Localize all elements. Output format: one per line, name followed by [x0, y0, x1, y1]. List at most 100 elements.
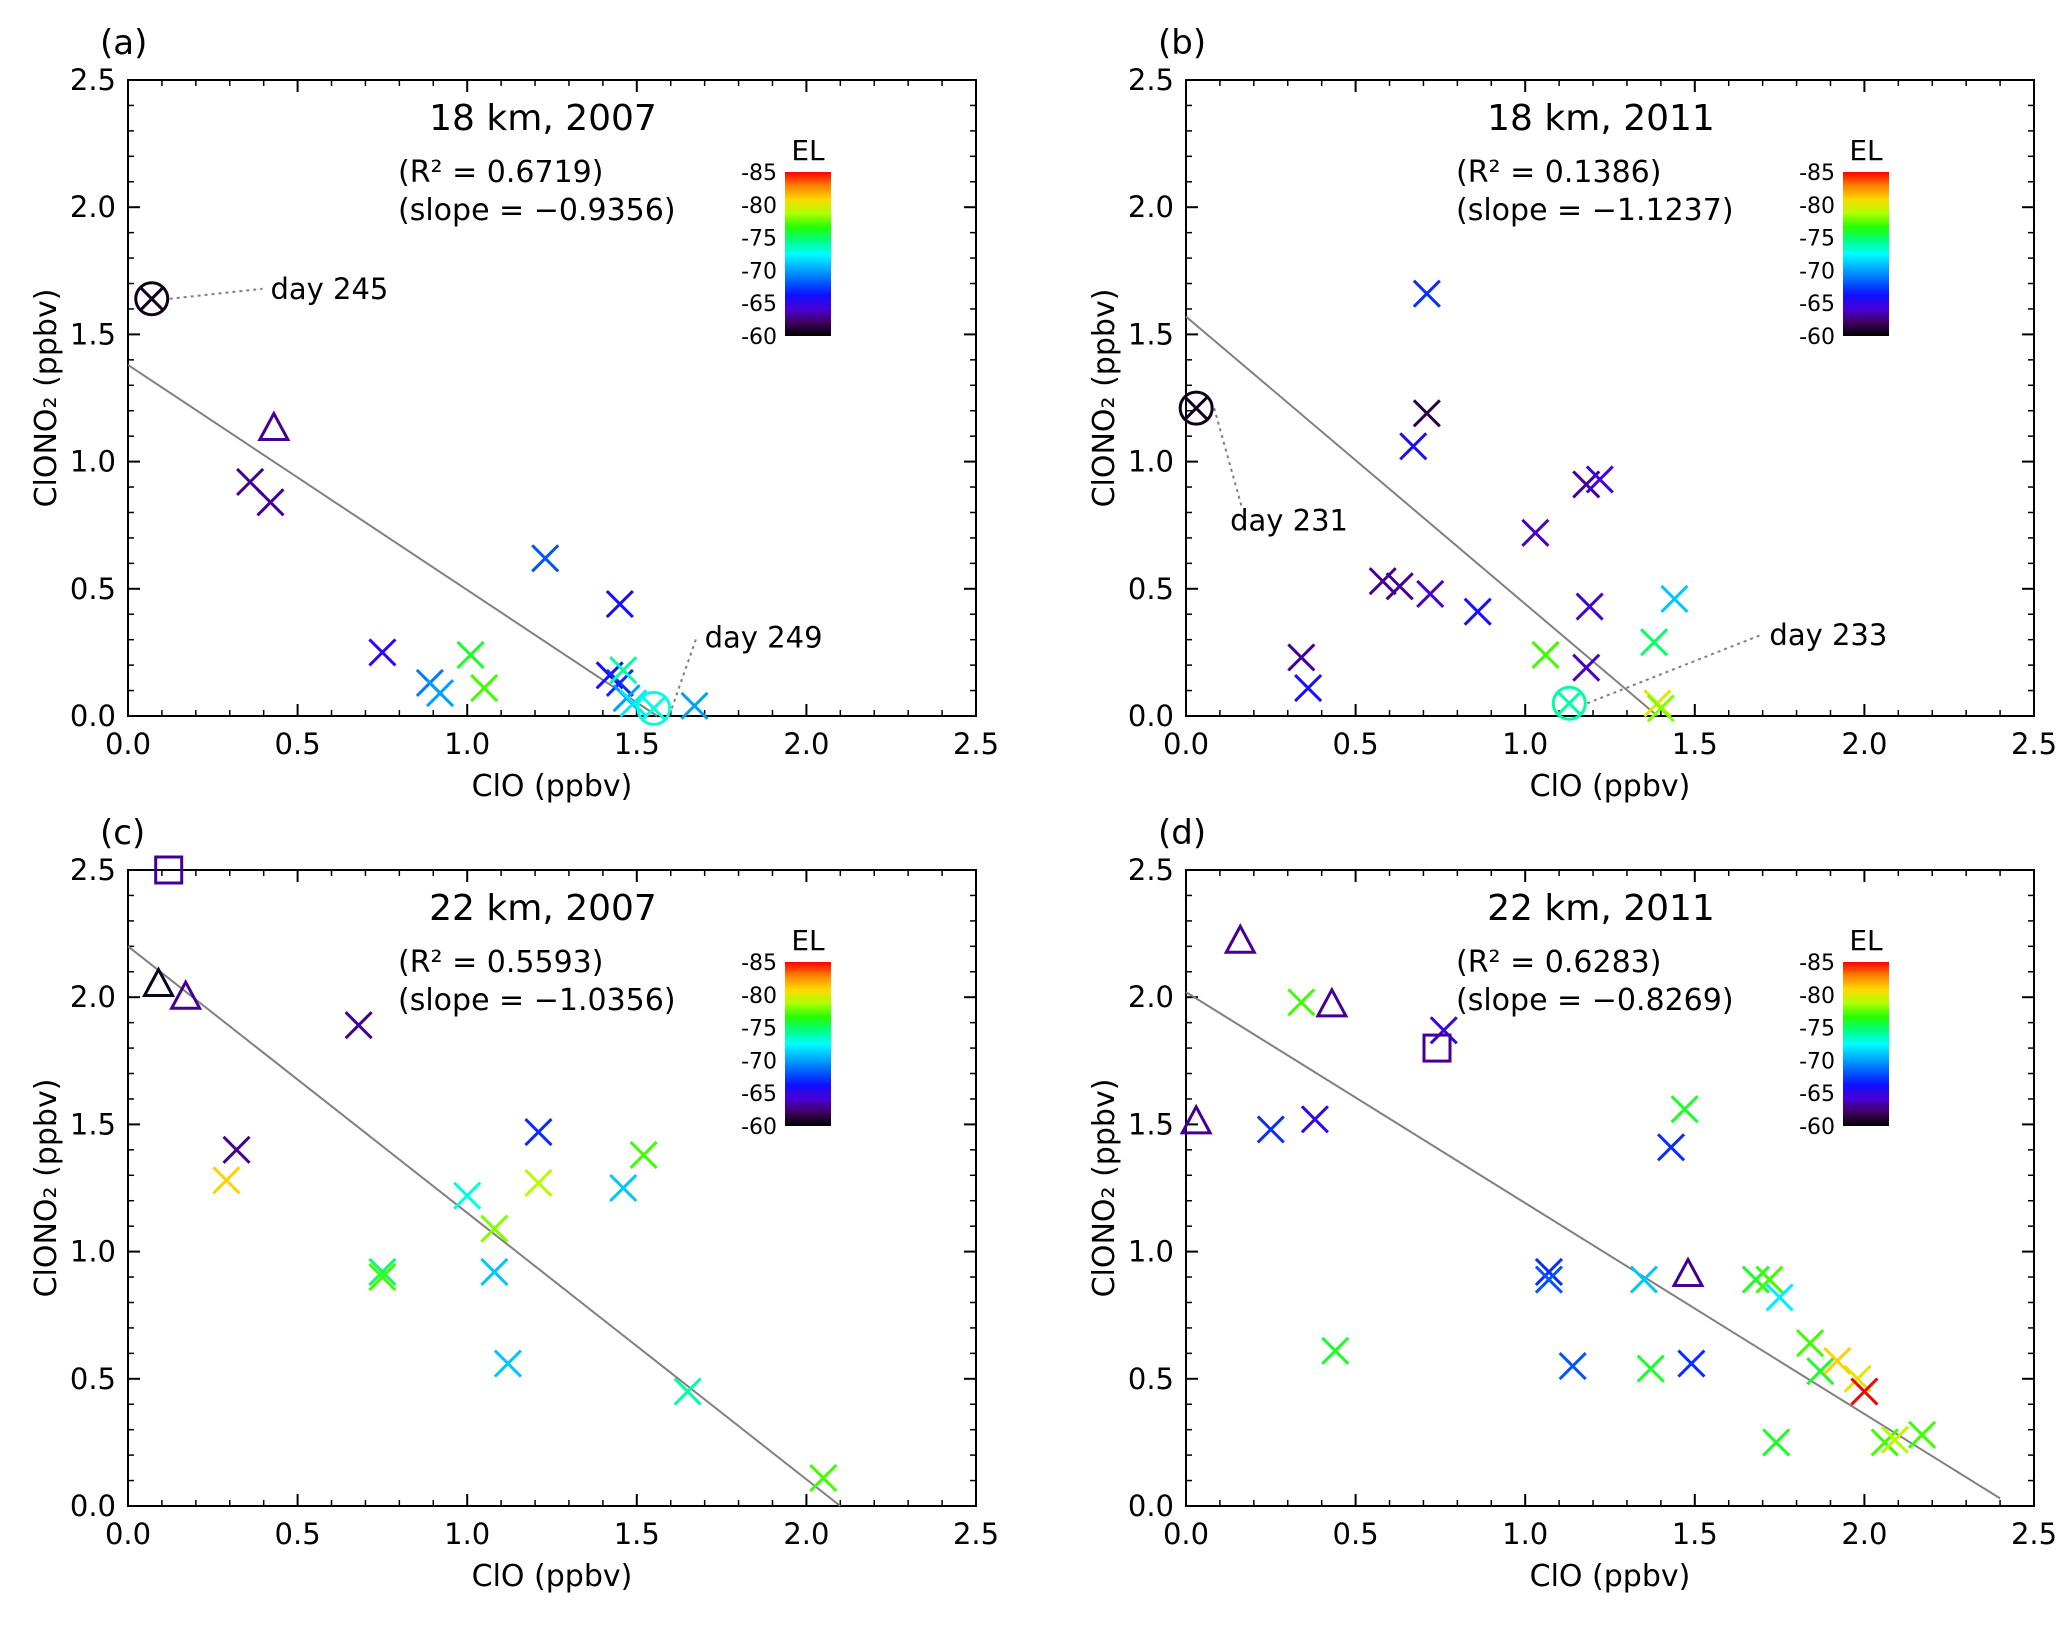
data-point-x: [619, 689, 648, 718]
data-point-stroke: [1287, 643, 1316, 672]
x-tick-label: 2.5: [953, 1517, 999, 1551]
y-tick-label: 0.5: [70, 1362, 116, 1396]
colorbar-title: EL: [1849, 924, 1883, 957]
r-squared-label: (R² = 0.5593): [398, 945, 603, 980]
x-axis-label: ClO (ppbv): [472, 769, 633, 804]
colorbar-tick-label: -85: [1799, 161, 1835, 186]
annotation-leader: [670, 636, 698, 709]
plot-frame: [127, 79, 977, 717]
data-point-stroke: [605, 590, 634, 619]
data-point-stroke: [368, 1262, 397, 1292]
data-point-x: [1870, 1428, 1899, 1457]
data-point-stroke: [1534, 1257, 1564, 1287]
data-point-x: [1287, 988, 1316, 1017]
data-point-x: [426, 679, 455, 708]
colorbar-tick-label: -75: [1799, 227, 1835, 252]
data-point-x: [1806, 1357, 1835, 1386]
panel-title: 18 km, 2007: [429, 98, 657, 139]
colorbar-tick-label: -65: [741, 1082, 777, 1107]
y-tick-label: 2.5: [70, 63, 116, 97]
data-point-x: [212, 1166, 241, 1195]
regression-line: [1185, 991, 2001, 1500]
data-point-x: [1531, 640, 1560, 670]
data-point-x: [1416, 579, 1445, 608]
y-tick-label: 0.0: [1128, 699, 1174, 733]
panel-c: 0.0 0.5 1.0 1.5 2.0 2.5 0.0 0.5 1.0 1.5 2.0 2.5 ClO …: [29, 813, 999, 1594]
data-point-stroke: [1294, 673, 1323, 703]
data-point-stroke: [1806, 1357, 1835, 1386]
data-point-stroke: [1429, 1016, 1458, 1045]
data-point-stroke: [1300, 1105, 1329, 1134]
data-point-x: [1585, 465, 1614, 494]
data-point-x: [1412, 399, 1441, 428]
x-tick-label: 0.0: [1163, 727, 1209, 761]
data-point-x: [1670, 1095, 1699, 1124]
panel-d: 0.0 0.5 1.0 1.5 2.0 2.5 0.0 0.5 1.0 1.5 2.0 2.5 ClO …: [1087, 813, 2057, 1594]
plot-frame: [1185, 869, 2035, 1507]
annotation-label: day 249: [705, 620, 823, 654]
data-point-x: [453, 1181, 482, 1210]
data-point-x: [1463, 597, 1492, 626]
data-point-triangle: [257, 410, 291, 442]
colorbar-tick-label: -75: [1799, 1017, 1835, 1042]
x-axis-label: ClO (ppbv): [472, 1559, 633, 1594]
data-point-stroke: [809, 1463, 838, 1493]
colorbar-tick-label: -80: [741, 194, 777, 219]
data-point-x: [1300, 1105, 1329, 1134]
data-point-x: [1294, 673, 1323, 703]
x-tick-label: 0.0: [1163, 1517, 1209, 1551]
panel-label: (a): [100, 23, 147, 63]
data-point-stroke: [1880, 1425, 1909, 1454]
x-tick-label: 1.5: [614, 727, 660, 761]
data-point-x: [1755, 1265, 1784, 1294]
data-point-x: [1908, 1420, 1937, 1449]
data-point-x: [1534, 1257, 1564, 1287]
annotation-label: day 245: [270, 272, 388, 306]
data-point-stroke: [1870, 1428, 1899, 1457]
x-tick-label: 0.5: [275, 1517, 321, 1551]
x-tick-label: 2.0: [1841, 1517, 1887, 1551]
data-point-x: [1762, 1428, 1791, 1457]
data-point-stroke: [1741, 1265, 1770, 1294]
y-tick-label: 2.5: [1128, 853, 1174, 887]
panel-label: (c): [100, 813, 145, 853]
panel-b: 0.0 0.5 1.0 1.5 2.0 2.5 0.0 0.5 1.0 1.5 2.0 2.5 ClO …: [1087, 23, 2057, 804]
r-squared-label: (R² = 0.6719): [398, 155, 603, 190]
data-point-stroke: [524, 1117, 553, 1147]
data-point-triangle: [169, 979, 203, 1010]
data-point-stroke: [470, 673, 499, 703]
data-point-x: [1287, 643, 1316, 672]
x-tick-label: 2.0: [1841, 727, 1887, 761]
data-point-x: [256, 488, 285, 517]
panel-title: 18 km, 2011: [1487, 98, 1715, 139]
data-point-x: [1677, 1349, 1706, 1378]
data-point-stroke: [1646, 694, 1675, 723]
data-point-stroke: [1572, 653, 1601, 682]
data-point-x: [531, 544, 560, 573]
data-point-stroke: [1796, 1329, 1825, 1358]
data-point-x: [629, 1140, 658, 1169]
data-point-x: [1660, 584, 1689, 614]
annotation-label: day 233: [1769, 618, 1887, 652]
colorbar: [1843, 172, 1889, 336]
data-point-stroke: [629, 1140, 658, 1169]
data-point-circled-x: [1551, 685, 1587, 721]
r-squared-label: (R² = 0.6283): [1456, 945, 1661, 980]
data-point-stroke: [368, 1257, 397, 1287]
data-point-circled-x: [134, 281, 170, 317]
data-point-stroke: [1850, 1377, 1879, 1406]
data-point-x: [493, 1349, 522, 1378]
y-tick-label: 1.5: [70, 317, 116, 351]
data-point-x: [1765, 1283, 1794, 1312]
data-point-stroke: [1575, 592, 1604, 621]
data-point-stroke: [1256, 1115, 1285, 1144]
data-point-x: [1368, 567, 1397, 596]
data-point-stroke: [222, 1135, 251, 1164]
data-point-circled-x: [1178, 390, 1214, 426]
x-tick-label: 1.0: [444, 727, 490, 761]
colorbar-tick-label: -60: [741, 1115, 777, 1140]
data-point-x: [1321, 1336, 1350, 1365]
y-axis-label: ClONO₂ (ppbv): [29, 289, 64, 508]
data-point-stroke: [1412, 399, 1441, 428]
regression-line: [1185, 315, 1659, 717]
